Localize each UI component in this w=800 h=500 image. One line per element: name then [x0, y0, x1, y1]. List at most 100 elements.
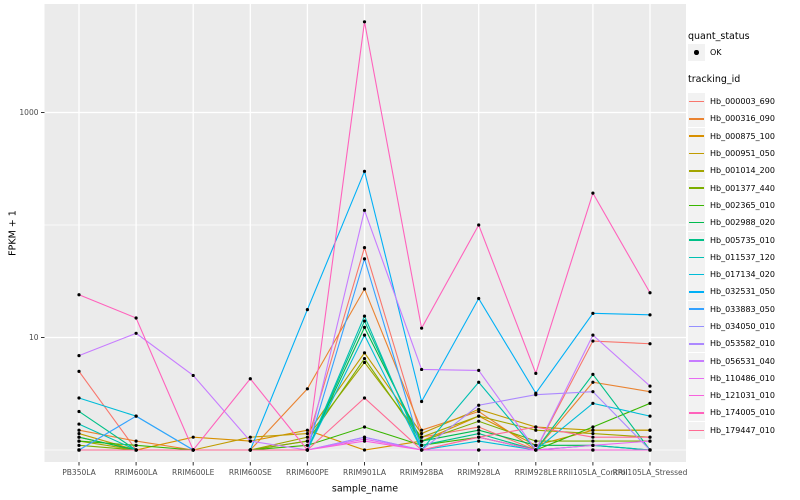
- legend-item-label: Hb_017134_020: [710, 270, 775, 280]
- data-point: [362, 356, 367, 361]
- x-tick-label: RRIM600LE: [172, 468, 215, 477]
- data-point: [420, 435, 424, 439]
- y-axis-title: FPKM + 1: [7, 210, 19, 256]
- data-point: [648, 342, 652, 346]
- data-point: [191, 448, 195, 452]
- data-point: [420, 448, 424, 452]
- legend-key-swatch: [688, 266, 705, 284]
- data-point: [648, 435, 652, 439]
- legend-item-label: Hb_174005_010: [710, 408, 775, 418]
- legend-key-swatch: [688, 214, 705, 232]
- legend-key-swatch: [688, 162, 705, 180]
- legend-key-swatch: [688, 127, 705, 145]
- data-point: [420, 399, 424, 404]
- data-point: [591, 435, 595, 439]
- legend-item-label: Hb_002365_010: [710, 200, 775, 210]
- data-point: [477, 368, 481, 372]
- data-point: [77, 431, 81, 436]
- data-point: [362, 287, 367, 291]
- legend-key-swatch: [688, 196, 705, 214]
- legend-item-label: Hb_033883_050: [710, 304, 775, 314]
- data-point: [77, 369, 81, 373]
- data-point: [77, 354, 81, 358]
- data-point: [477, 223, 481, 227]
- x-axis-title: sample_name: [331, 483, 399, 495]
- legend-key-ok: [688, 44, 705, 61]
- data-point: [305, 308, 309, 312]
- data-point: [591, 191, 595, 195]
- data-point: [477, 425, 481, 429]
- series-line-icon: [689, 152, 704, 155]
- data-point: [420, 428, 424, 432]
- data-point: [534, 448, 538, 452]
- legend-item-label: Hb_179447_010: [710, 425, 775, 435]
- series-line-icon: [689, 100, 704, 103]
- data-point: [77, 396, 81, 400]
- data-point: [77, 435, 81, 439]
- x-tick-label: RRIM600PE: [286, 468, 329, 477]
- legend-item-label: Hb_121031_010: [710, 391, 775, 401]
- data-point: [591, 311, 595, 315]
- data-point: [648, 313, 652, 317]
- series-line-icon: [689, 273, 704, 276]
- data-point: [420, 326, 424, 330]
- data-point: [591, 372, 595, 376]
- data-point: [362, 245, 367, 250]
- data-point: [362, 325, 367, 329]
- legend-item-Hb_005735_010: Hb_005735_010: [688, 231, 800, 249]
- data-point: [477, 428, 481, 432]
- legend-items: Hb_000003_690 Hb_000316_090 Hb_000875_100 H…: [688, 93, 800, 439]
- x-tick-label: RRII105LA_Control: [558, 468, 628, 477]
- legend-item-Hb_053582_010: Hb_053582_010: [688, 335, 800, 353]
- legend-entry-ok: OK: [688, 44, 800, 61]
- data-point: [477, 403, 481, 407]
- data-point: [362, 20, 367, 24]
- data-point: [77, 293, 81, 297]
- legend-item-label: Hb_056531_040: [710, 356, 775, 366]
- legend-key-swatch: [688, 369, 705, 387]
- data-point: [305, 431, 309, 436]
- data-point: [420, 431, 424, 436]
- y-tick-label: 10: [29, 333, 39, 342]
- series-line-icon: [689, 204, 704, 207]
- data-point: [362, 257, 367, 261]
- legend-key-swatch: [688, 110, 705, 128]
- data-point: [305, 428, 309, 432]
- data-point: [77, 409, 81, 414]
- y-tick-label: 1000: [19, 108, 38, 117]
- x-tick-label: RRIM600SE: [229, 468, 272, 477]
- legend-title-tracking-id: tracking_id: [688, 74, 741, 85]
- plot-panel: [44, 4, 686, 462]
- data-point: [591, 380, 595, 384]
- data-point: [591, 428, 595, 432]
- legend-key-swatch: [688, 421, 705, 439]
- data-point: [305, 435, 309, 439]
- data-point: [477, 414, 481, 418]
- legend-item-Hb_174005_010: Hb_174005_010: [688, 404, 800, 422]
- legend-key-swatch: [688, 93, 705, 111]
- legend-item-label: Hb_110486_010: [710, 373, 775, 383]
- data-point: [477, 296, 481, 301]
- data-point: [591, 439, 595, 443]
- data-point: [134, 439, 138, 443]
- series-line-icon: [689, 135, 704, 137]
- legend-key-swatch: [688, 248, 705, 266]
- series-line-icon: [689, 239, 704, 241]
- data-point: [362, 439, 367, 443]
- legend-item-Hb_000003_690: Hb_000003_690: [688, 93, 800, 111]
- series-line-icon: [689, 377, 704, 380]
- point-icon: [694, 50, 699, 55]
- data-point: [248, 377, 252, 381]
- legend-item-Hb_000875_100: Hb_000875_100: [688, 127, 800, 145]
- legend-key-swatch: [688, 145, 705, 163]
- legend-item-Hb_110486_010: Hb_110486_010: [688, 369, 800, 387]
- legend-key-swatch: [688, 300, 705, 318]
- series-line-icon: [689, 118, 704, 120]
- legend-item-label: Hb_034050_010: [710, 322, 775, 331]
- data-point: [134, 448, 138, 452]
- legend-key-swatch: [688, 179, 705, 197]
- legend-item-label: Hb_002988_020: [710, 218, 775, 228]
- data-point: [648, 414, 652, 418]
- legend: quant_status OK tracking_id Hb_000003_69…: [688, 30, 800, 439]
- data-point: [77, 422, 81, 426]
